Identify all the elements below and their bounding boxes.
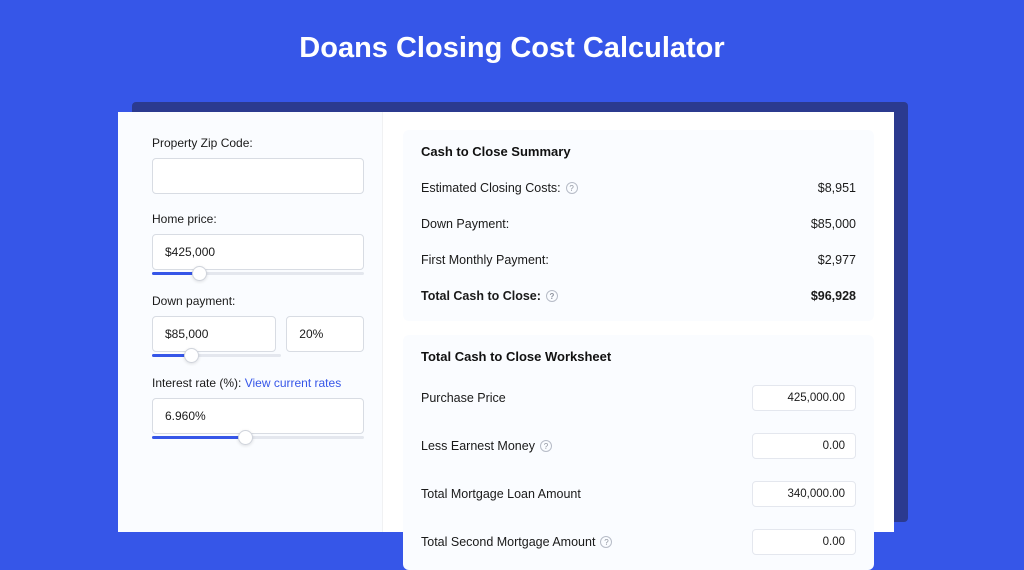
summary-row-label-text: Total Cash to Close: <box>421 289 541 303</box>
home-price-slider[interactable] <box>152 272 364 276</box>
interest-rate-label: Interest rate (%): View current rates <box>152 376 364 390</box>
summary-title: Cash to Close Summary <box>421 144 856 159</box>
worksheet-row-label: Less Earnest Money? <box>421 439 552 453</box>
slider-thumb[interactable] <box>238 430 253 445</box>
worksheet-row-label-text: Total Mortgage Loan Amount <box>421 487 581 501</box>
summary-row-label: Total Cash to Close:? <box>421 289 558 303</box>
down-payment-slider[interactable] <box>152 354 281 358</box>
summary-row-label-text: Estimated Closing Costs: <box>421 181 561 195</box>
help-icon[interactable]: ? <box>566 182 578 194</box>
summary-row-label-text: Down Payment: <box>421 217 509 231</box>
summary-row-label: Estimated Closing Costs:? <box>421 181 578 195</box>
page-title: Doans Closing Cost Calculator <box>0 0 1024 87</box>
interest-rate-input[interactable] <box>152 398 364 434</box>
worksheet-row-label-text: Purchase Price <box>421 391 506 405</box>
help-icon[interactable]: ? <box>546 290 558 302</box>
interest-rate-slider[interactable] <box>152 436 364 440</box>
summary-row-label: Down Payment: <box>421 217 509 231</box>
slider-fill <box>152 436 245 439</box>
summary-row: Down Payment: $85,000 <box>421 209 856 245</box>
worksheet-row-input[interactable] <box>752 481 856 507</box>
worksheet-row: Less Earnest Money? <box>421 426 856 474</box>
inputs-panel: Property Zip Code: Home price: Down paym… <box>118 112 383 532</box>
worksheet-row: Purchase Price <box>421 378 856 426</box>
worksheet-row-label: Purchase Price <box>421 391 506 405</box>
help-icon[interactable]: ? <box>540 440 552 452</box>
home-price-field-group: Home price: <box>152 212 364 276</box>
down-payment-label: Down payment: <box>152 294 364 308</box>
worksheet-row-label-text: Total Second Mortgage Amount <box>421 535 595 549</box>
summary-row-value: $96,928 <box>811 289 856 303</box>
zip-input[interactable] <box>152 158 364 194</box>
worksheet-row-input[interactable] <box>752 385 856 411</box>
interest-rate-label-text: Interest rate (%): <box>152 376 245 390</box>
worksheet-block: Total Cash to Close Worksheet Purchase P… <box>403 335 874 570</box>
down-payment-field-group: Down payment: <box>152 294 364 358</box>
down-payment-input[interactable] <box>152 316 276 352</box>
down-payment-pct-input[interactable] <box>286 316 364 352</box>
summary-row-value: $8,951 <box>818 181 856 195</box>
slider-thumb[interactable] <box>192 266 207 281</box>
home-price-input[interactable] <box>152 234 364 270</box>
worksheet-row-label: Total Mortgage Loan Amount <box>421 487 581 501</box>
summary-block: Cash to Close Summary Estimated Closing … <box>403 130 874 321</box>
worksheet-row: Total Mortgage Loan Amount <box>421 474 856 522</box>
worksheet-row-label: Total Second Mortgage Amount? <box>421 535 612 549</box>
summary-row-label-text: First Monthly Payment: <box>421 253 549 267</box>
summary-row: Total Cash to Close:? $96,928 <box>421 281 856 317</box>
summary-row-value: $2,977 <box>818 253 856 267</box>
summary-row: Estimated Closing Costs:? $8,951 <box>421 173 856 209</box>
zip-label: Property Zip Code: <box>152 136 364 150</box>
worksheet-row-input[interactable] <box>752 433 856 459</box>
calculator-card: Property Zip Code: Home price: Down paym… <box>118 112 894 532</box>
help-icon[interactable]: ? <box>600 536 612 548</box>
summary-row: First Monthly Payment: $2,977 <box>421 245 856 281</box>
summary-row-label: First Monthly Payment: <box>421 253 549 267</box>
home-price-label: Home price: <box>152 212 364 226</box>
worksheet-row: Total Second Mortgage Amount? <box>421 522 856 570</box>
view-rates-link[interactable]: View current rates <box>245 376 342 390</box>
worksheet-row-label-text: Less Earnest Money <box>421 439 535 453</box>
slider-thumb[interactable] <box>184 348 199 363</box>
zip-field-group: Property Zip Code: <box>152 136 364 194</box>
results-panel: Cash to Close Summary Estimated Closing … <box>383 112 894 532</box>
worksheet-row-input[interactable] <box>752 529 856 555</box>
summary-row-value: $85,000 <box>811 217 856 231</box>
worksheet-title: Total Cash to Close Worksheet <box>421 349 856 364</box>
interest-rate-field-group: Interest rate (%): View current rates <box>152 376 364 440</box>
